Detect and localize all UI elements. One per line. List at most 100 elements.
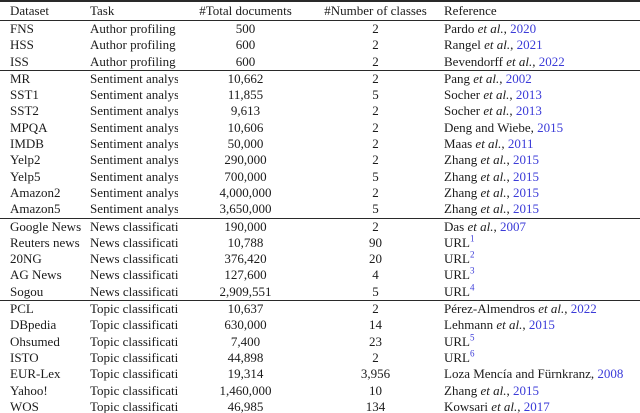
citation-year-link[interactable]: 2021	[516, 37, 543, 53]
et-al-text: et al.	[538, 301, 565, 317]
url-footnote-link[interactable]: 1	[470, 234, 475, 244]
cell-task: News classification	[90, 283, 178, 299]
citation-year-link[interactable]: 2022	[538, 53, 565, 69]
citation-year-link[interactable]: 2008	[597, 366, 624, 382]
cell-reference: Lehmann et al., 2015	[444, 317, 555, 333]
cell-reference: Zhang et al., 2015	[444, 201, 539, 217]
cell-total-documents: 7,400	[230, 333, 261, 349]
cell-number-of-classes: 2	[372, 152, 379, 168]
et-al-text: et al.	[483, 87, 510, 103]
citation-year-link[interactable]: 2015	[512, 168, 539, 184]
cell-reference: Pérez-Almendros et al., 2022	[438, 300, 640, 318]
citation-year-link[interactable]: 2017	[523, 398, 550, 413]
citation-year-link[interactable]: 2022	[570, 301, 597, 317]
cell-reference: URL5	[444, 333, 475, 349]
url-footnote-link[interactable]: 2	[470, 251, 475, 260]
citation-year-link[interactable]: 2015	[512, 382, 539, 398]
url-footnote-link[interactable]: 4	[470, 283, 475, 293]
cell-total-documents: 44,898	[227, 349, 264, 365]
citation-year-link[interactable]: 2020	[510, 21, 537, 36]
cell-dataset: SST2	[10, 103, 39, 119]
citation-year-link[interactable]: 2015	[512, 184, 539, 200]
et-al-text: et al.	[480, 184, 507, 200]
cell-task: Sentiment analysis	[90, 184, 178, 200]
cell-total-documents: 19,314	[227, 366, 264, 382]
cell-reference: Das et al., 2007	[438, 217, 640, 235]
citation-year-link[interactable]: 2015	[512, 152, 539, 168]
citation-year-link[interactable]: 2013	[515, 103, 542, 119]
cell-reference: Socher et al., 2013	[444, 87, 542, 103]
cell-total-documents: 4,000,000	[219, 184, 272, 200]
cell-dataset: ISTO	[10, 349, 39, 365]
url-footnote-link[interactable]: 3	[470, 267, 475, 277]
cell-total-documents: 46,985	[227, 398, 264, 413]
column-header-total-documents: #Total documents	[178, 1, 313, 21]
citation-year-link[interactable]: 2015	[512, 201, 539, 217]
column-header-number-of-classes: #Number of classes	[313, 1, 438, 21]
cell-number-of-classes: 2	[313, 20, 438, 38]
cell-number-of-classes: 2	[372, 184, 379, 200]
et-al-text: et al.	[506, 53, 533, 69]
table-header: Dataset Task #Total documents #Number of…	[0, 1, 640, 21]
column-header-task: Task	[82, 1, 178, 21]
et-al-text: et al.	[480, 201, 507, 217]
et-al-text: et al.	[473, 70, 500, 86]
table-row: IMDB Sentiment analysis 50,000 2 Maas et al.…	[0, 136, 640, 152]
cell-dataset: ISS	[10, 53, 29, 69]
cell-reference: URL1	[444, 234, 475, 250]
cell-task: News classification	[90, 234, 178, 250]
header-row: Dataset Task #Total documents #Number of…	[0, 1, 640, 21]
cell-total-documents: 290,000	[224, 152, 267, 168]
cell-dataset: WOS	[10, 398, 39, 413]
table-row: Amazon5 Sentiment analysis 3,650,000 5 Zhang…	[0, 201, 640, 218]
cell-task: Author profiling	[90, 53, 176, 69]
table-row: DBpedia Topic classification 630,000 14 Lehm…	[0, 317, 640, 333]
cell-task: Sentiment analysis	[82, 69, 178, 88]
et-al-text: et al.	[480, 168, 507, 184]
cell-total-documents: 10,662	[178, 69, 313, 88]
cell-number-of-classes: 2	[372, 349, 379, 365]
cell-task: Topic classification	[82, 300, 178, 318]
table-row: Ohsumed Topic classification 7,400 23 URL5	[0, 334, 640, 350]
citation-year-link[interactable]: 2007	[499, 218, 526, 234]
table-row: Yelp2 Sentiment analysis 290,000 2 Zhang et …	[0, 152, 640, 168]
table-row: HSS Author profiling 600 2 Rangel et al., 20…	[0, 37, 640, 53]
cell-number-of-classes: 14	[369, 317, 382, 333]
citation-year-link[interactable]: 2015	[528, 317, 555, 333]
table-row: WOS Topic classification 46,985 134 Kowsari …	[0, 399, 640, 413]
cell-reference: Zhang et al., 2015	[444, 152, 539, 168]
column-header-reference: Reference	[438, 1, 640, 21]
cell-dataset: Amazon2	[10, 184, 61, 200]
table-row: Reuters news News classification 10,788 90 U…	[0, 235, 640, 251]
citation-year-link[interactable]: 2002	[505, 70, 532, 86]
cell-dataset: Yelp5	[10, 168, 41, 184]
cell-total-documents: 600	[235, 37, 256, 53]
cell-task: Topic classification	[90, 349, 178, 365]
citation-year-link[interactable]: 2011	[507, 136, 534, 152]
et-al-text: et al.	[475, 136, 502, 152]
cell-task: News classification	[90, 267, 178, 283]
url-footnote-link[interactable]: 6	[470, 349, 475, 359]
cell-reference: Zhang et al., 2015	[444, 168, 539, 184]
cell-reference: Pang et al., 2002	[438, 69, 640, 88]
cell-number-of-classes: 5	[372, 201, 379, 217]
cell-total-documents: 376,420	[224, 251, 267, 267]
cell-task: Topic classification	[90, 333, 178, 349]
cell-total-documents: 1,460,000	[219, 382, 272, 398]
cell-number-of-classes: 2	[372, 37, 379, 53]
table-row: MPQA Sentiment analysis 10,606 2 Deng and Wi…	[0, 120, 640, 136]
cell-task: Sentiment analysis	[90, 119, 178, 135]
cell-dataset: Google News	[0, 217, 82, 235]
table-row: FNS Author profiling 500 2 Pardo et al., 202…	[0, 20, 640, 38]
citation-year-link[interactable]: 2015	[537, 119, 564, 135]
cell-task: Sentiment analysis	[90, 136, 178, 152]
et-al-text: et al.	[477, 21, 504, 36]
url-footnote-link[interactable]: 5	[470, 333, 475, 343]
cell-dataset: SST1	[10, 87, 39, 103]
cell-total-documents: 2,909,551	[219, 283, 272, 299]
cell-task: Sentiment analysis	[90, 87, 178, 103]
cell-reference: Kowsari et al., 2017	[444, 398, 550, 413]
citation-year-link[interactable]: 2013	[515, 87, 542, 103]
cell-total-documents: 10,788	[227, 234, 264, 250]
cell-dataset: Yelp2	[10, 152, 41, 168]
